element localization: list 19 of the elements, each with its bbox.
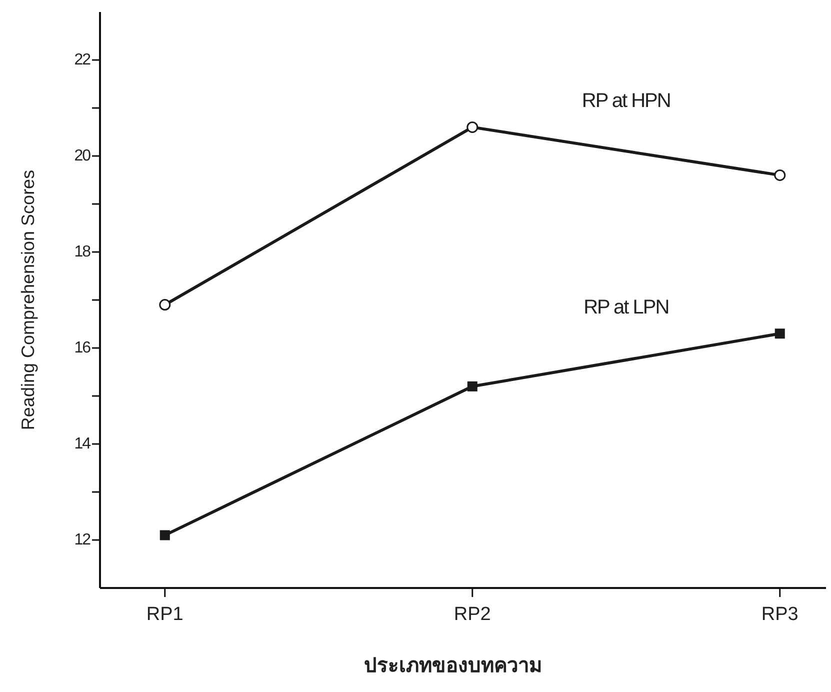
series-label: RP at LPN [584, 296, 669, 319]
point [774, 169, 786, 181]
y-tick-label: 12 [74, 532, 92, 548]
x-tick-label: RP3 [761, 604, 798, 625]
point [159, 299, 171, 311]
y-tick-label: 20 [74, 148, 92, 164]
x-axis-title: ประเภทของบทความ [364, 655, 542, 677]
y-axis-title: Reading Comprehension Scores [18, 170, 38, 430]
y-tick-label: 14 [74, 436, 92, 452]
point [160, 530, 170, 540]
y-tick-label: 22 [74, 52, 92, 68]
point [774, 328, 785, 339]
x-tick-label: RP1 [146, 604, 184, 625]
y-tick-label: 16 [74, 340, 92, 356]
x-tick-label: RP2 [454, 604, 491, 625]
y-tick-label: 18 [74, 244, 92, 260]
point [466, 121, 478, 133]
series-label: RP at HPN [582, 90, 670, 112]
point [467, 381, 478, 392]
